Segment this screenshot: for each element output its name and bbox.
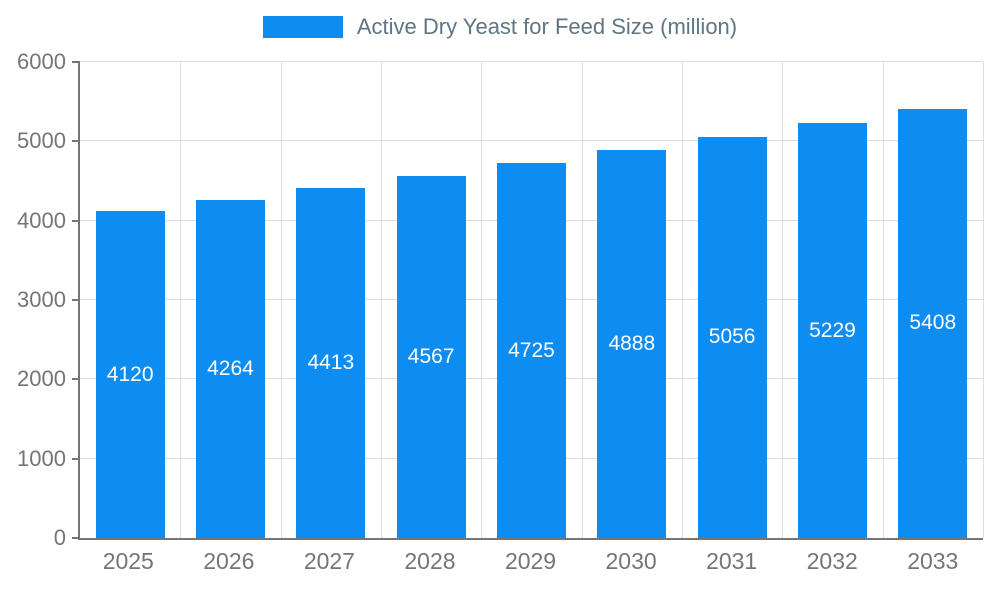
bar-slot-2029: 4725 [481, 62, 581, 538]
y-tick-label: 0 [53, 525, 66, 550]
y-tick-mark [72, 457, 80, 460]
y-tick-label: 2000 [17, 366, 66, 392]
legend: Active Dry Yeast for Feed Size (million) [0, 14, 1000, 40]
x-tick-label: 2029 [504, 548, 557, 574]
bar-slot-2031: 5056 [682, 62, 782, 538]
bar-slot-2030: 4888 [582, 62, 682, 538]
x-tick-label: 2030 [605, 548, 657, 574]
x-gridline [481, 62, 483, 538]
bar-value-label: 5056 [708, 325, 756, 349]
x-tick-label: 2025 [102, 548, 154, 574]
bars-container: 4120 4264 4413 4567 4725 4888 5056 5229 5408 [80, 62, 983, 538]
bar-slot-2032: 5229 [782, 62, 882, 538]
bar-value-label: 5229 [809, 318, 856, 342]
x-tick-label: 2026 [203, 548, 255, 574]
bar-2026: 4264 [195, 199, 266, 538]
x-gridline [782, 62, 784, 538]
legend-swatch [262, 16, 343, 38]
y-tick-label: 3000 [17, 287, 66, 312]
bar-value-label: 4725 [508, 338, 555, 362]
x-gridline [180, 62, 182, 538]
x-tick-label: 2032 [806, 548, 858, 574]
y-tick-mark [72, 140, 80, 143]
bar-2030: 4888 [597, 150, 667, 538]
y-tick-label: 1000 [17, 445, 66, 471]
y-tick-mark [72, 378, 80, 381]
bar-value-label: 5408 [909, 311, 957, 335]
bar-slot-2028: 4567 [381, 62, 481, 538]
y-gridline [80, 61, 983, 62]
bar-2029: 4725 [496, 163, 567, 538]
y-tick-mark [72, 61, 80, 63]
bar-2033: 5408 [898, 108, 968, 538]
x-tick-label: 2027 [303, 548, 355, 574]
bar-value-label: 4120 [106, 362, 154, 386]
x-axis: 2025 2026 2027 2028 2029 2030 2031 2032 2033 [78, 548, 983, 575]
bar-2027: 4413 [296, 187, 366, 538]
x-gridline [380, 62, 382, 538]
bar-slot-2025: 4120 [80, 62, 180, 538]
x-gridline [882, 62, 884, 538]
x-tick-label: 2031 [706, 548, 758, 574]
bar-value-label: 4264 [207, 356, 254, 380]
bar-slot-2027: 4413 [281, 62, 381, 538]
x-gridline [280, 62, 282, 538]
y-tick-label: 6000 [17, 49, 66, 74]
x-tick-label: 2033 [907, 548, 959, 574]
x-gridline [581, 62, 583, 538]
x-tick-label: 2028 [404, 548, 456, 574]
legend-label: Active Dry Yeast for Feed Size (million) [356, 14, 738, 39]
plot-area: 0 1000 2000 3000 4000 5000 6000 4120 4264 4413 456… [17, 49, 984, 550]
y-tick-mark [72, 219, 80, 222]
y-tick-label: 5000 [17, 128, 66, 154]
bar-value-label: 4888 [608, 332, 656, 356]
bar-2032: 5229 [797, 123, 868, 538]
y-tick-mark [72, 537, 80, 539]
bar-2025: 4120 [95, 211, 165, 538]
bar-2031: 5056 [697, 136, 767, 538]
y-tick-label: 4000 [17, 207, 66, 233]
x-gridline [983, 62, 984, 538]
y-gridline [80, 140, 983, 142]
x-gridline [681, 62, 683, 538]
y-tick-mark [72, 299, 80, 301]
bar-slot-2033: 5408 [883, 62, 983, 538]
bar-slot-2026: 4264 [180, 62, 280, 538]
bar-value-label: 4567 [407, 344, 455, 368]
bar-2028: 4567 [396, 175, 466, 538]
bar-value-label: 4413 [307, 350, 355, 374]
